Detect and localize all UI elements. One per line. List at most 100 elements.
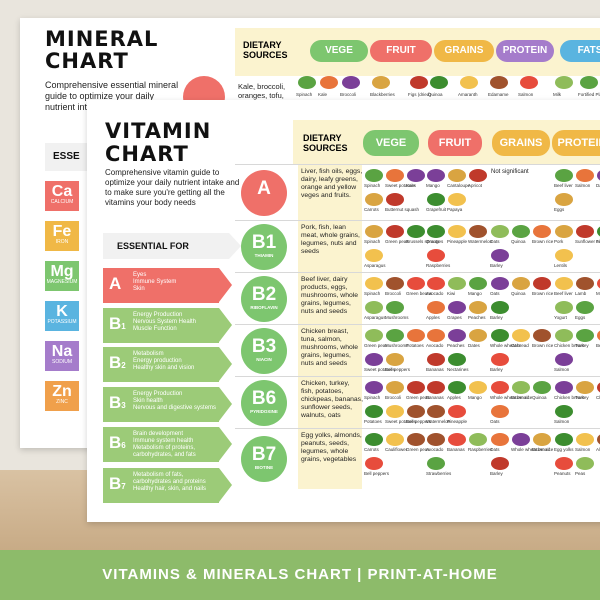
protein-food-icon bbox=[555, 249, 573, 262]
vege-food-icon bbox=[407, 433, 425, 446]
protein-food-label: Pork bbox=[554, 239, 564, 244]
mineral-title-line2: CHART bbox=[45, 49, 129, 73]
vege-food-icon bbox=[386, 329, 404, 342]
vege-food-label: Green peas bbox=[406, 395, 430, 400]
grains-food-label: Whole wheat bread bbox=[490, 343, 529, 348]
vege-food-icon bbox=[365, 353, 383, 366]
protein-food-icon bbox=[597, 433, 600, 446]
food-icon bbox=[298, 76, 316, 89]
vege-food-label: Carrots bbox=[364, 447, 379, 452]
vege-food-icon bbox=[386, 169, 404, 182]
vege-food-label: Green peas bbox=[406, 447, 430, 452]
vitamin-title: VITAMIN CHART bbox=[105, 120, 211, 166]
grains-food-label: Oats bbox=[490, 239, 500, 244]
fruit-food-icon bbox=[427, 433, 445, 446]
vitamin-row-b7: B7 BIOTINE Egg yolks, almonds, peanuts, se… bbox=[235, 428, 600, 489]
grains-food-label: Brown rice bbox=[532, 291, 554, 296]
grains-food-icon bbox=[512, 381, 530, 394]
sources-cell bbox=[298, 165, 362, 221]
essential-line: Energy Production bbox=[133, 312, 183, 318]
fruit-food-label: Kiwi bbox=[447, 291, 456, 296]
grains-food-label: Barley bbox=[490, 471, 503, 476]
grains-food-icon bbox=[512, 433, 530, 446]
element-symbol: Na bbox=[51, 343, 73, 360]
protein-food-label: Salmon bbox=[575, 447, 591, 452]
essential-text: Metabolism of fats, carbohydrates and pr… bbox=[133, 472, 223, 493]
grains-food-label: Quinoa bbox=[532, 395, 547, 400]
vitamin-category-fruit: FRUIT bbox=[428, 130, 482, 156]
vege-food-label: Mushrooms bbox=[385, 315, 409, 320]
vege-food-icon bbox=[407, 381, 425, 394]
food-label: Quinoa bbox=[428, 92, 443, 97]
grains-food-icon bbox=[533, 433, 551, 446]
fruit-food-label: Mango bbox=[468, 291, 482, 296]
grains-food-icon bbox=[512, 277, 530, 290]
essential-line: Immune System bbox=[133, 279, 177, 285]
protein-food-label: Beef liver bbox=[554, 183, 573, 188]
essential-line: Healthy hair, skin, and nails bbox=[133, 486, 207, 492]
grains-food-label: Barley bbox=[490, 263, 503, 268]
fruit-food-label: Mango bbox=[426, 183, 440, 188]
essential-line: Metabolism bbox=[133, 351, 164, 357]
fruit-food-icon bbox=[427, 277, 445, 290]
vege-food-icon bbox=[365, 329, 383, 342]
protein-food-icon bbox=[597, 329, 600, 342]
essential-line: Nervous and digestive systems bbox=[133, 405, 217, 411]
protein-food-label: Beef liver bbox=[596, 343, 600, 348]
fruit-food-label: Watermelon bbox=[426, 419, 451, 424]
vege-food-icon bbox=[386, 301, 404, 314]
essential-text: Energy Production Skin health Nervous and … bbox=[133, 391, 223, 412]
fruit-food-icon bbox=[448, 193, 466, 206]
grains-note: Not significant bbox=[491, 169, 529, 175]
protein-food-label: Salmon bbox=[554, 419, 570, 424]
vege-food-icon bbox=[407, 329, 425, 342]
vitamin-dietary-sources-header: DIETARY SOURCES bbox=[303, 133, 348, 153]
fruit-food-icon bbox=[448, 381, 466, 394]
protein-food-icon bbox=[555, 169, 573, 182]
vitamin-title-line2: CHART bbox=[105, 142, 189, 166]
vege-food-label: Asparagus bbox=[364, 263, 386, 268]
protein-food-icon bbox=[576, 433, 594, 446]
vege-food-label: Broccoli bbox=[385, 291, 402, 296]
protein-food-label: Fish bbox=[596, 239, 600, 244]
fruit-food-icon bbox=[448, 433, 466, 446]
grains-food-icon bbox=[491, 225, 509, 238]
vitamin-category-vege: VEGE bbox=[363, 130, 419, 156]
grains-food-icon bbox=[533, 277, 551, 290]
vitamin-name: RIBOFLAVIN bbox=[250, 305, 278, 310]
essential-line: Skin health bbox=[133, 398, 163, 404]
vege-food-icon bbox=[386, 353, 404, 366]
vitamin-code: B2 bbox=[251, 284, 277, 305]
mineral-category-fruit: FRUIT bbox=[370, 40, 432, 62]
vege-food-label: Green beans bbox=[406, 291, 433, 296]
food-icon bbox=[520, 76, 538, 89]
protein-food-label: Lentils bbox=[554, 263, 568, 268]
fruit-food-icon bbox=[427, 457, 445, 470]
fruit-food-icon bbox=[448, 301, 466, 314]
fruit-food-label: Peaches bbox=[447, 343, 465, 348]
vitamin-row-b1: B1 THIAMIN Pork, fish, lean meat, whole gr… bbox=[235, 220, 600, 273]
essential-text: Brain development Immune system health Met… bbox=[133, 431, 223, 459]
essential-text: Metabolism Energy production Healthy skin … bbox=[133, 351, 223, 372]
protein-food-label: Dairy products bbox=[596, 183, 600, 188]
fruit-food-label: Bananas bbox=[426, 367, 444, 372]
sources-text: Beef liver, dairy products, eggs, mushro… bbox=[301, 276, 359, 315]
vege-food-label: Bell peppers bbox=[385, 367, 411, 372]
fruit-food-icon bbox=[427, 405, 445, 418]
grains-food-label: Oats bbox=[490, 419, 500, 424]
sources-cell bbox=[298, 429, 362, 489]
protein-food-label: Salmon bbox=[575, 183, 591, 188]
grains-food-icon bbox=[491, 457, 509, 470]
vitamin-circle: B6 PYRIDOXINE bbox=[241, 380, 287, 426]
fruit-food-icon bbox=[448, 405, 466, 418]
vitamin-code: B6 bbox=[251, 388, 277, 409]
vege-food-label: Carrots bbox=[364, 207, 379, 212]
protein-food-label: Almonds bbox=[596, 447, 600, 452]
sources-text: Chicken breast, tuna, salmon, mushrooms,… bbox=[301, 328, 359, 367]
grains-food-icon bbox=[491, 277, 509, 290]
essential-line: Healthy skin and vision bbox=[133, 365, 195, 371]
fruit-food-icon bbox=[448, 353, 466, 366]
grains-food-label: Barley bbox=[490, 367, 503, 372]
vege-food-label: Sweet potatoes bbox=[364, 367, 396, 372]
protein-food-icon bbox=[576, 277, 594, 290]
